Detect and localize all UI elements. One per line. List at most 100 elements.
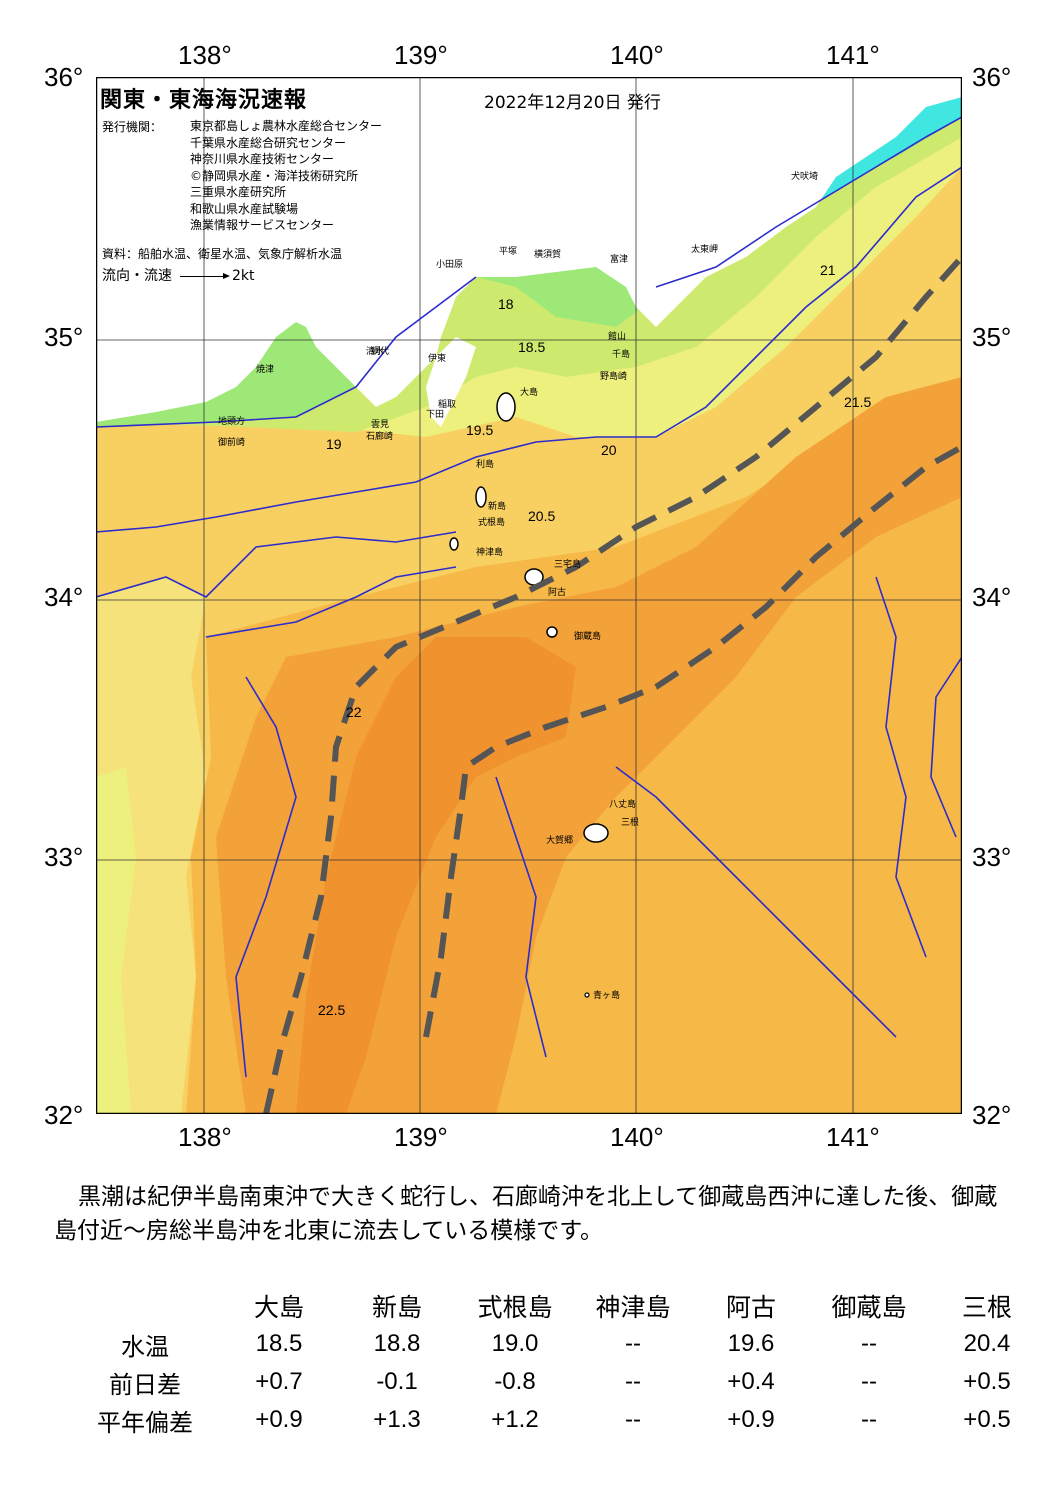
lat-label-36-right: 36° <box>972 62 1012 92</box>
place-label-toshima: 利島 <box>476 458 494 470</box>
table-cell: +1.2 <box>491 1406 539 1433</box>
place-label-mikurajima: 御蔵島 <box>574 630 601 642</box>
table-cell: -- <box>861 1368 877 1395</box>
lon-label-138-bottom: 138° <box>178 1122 232 1152</box>
island-hachijojima <box>583 823 609 843</box>
isotherm-label: 21.5 <box>844 394 871 410</box>
issuer-list: 東京都島しょ農林水産総合センター 千葉県水産総合研究センター 神奈川県水産技術セ… <box>190 118 382 234</box>
isotherm-label: 22.5 <box>318 1002 345 1018</box>
table-cell: 19.6 <box>727 1330 775 1357</box>
place-label-ito: 伊東 <box>428 352 446 364</box>
place-label-kozushima: 神津島 <box>476 546 503 558</box>
place-label-omaezaki: 御前崎 <box>218 436 245 448</box>
column-header: 阿古 <box>725 1293 776 1322</box>
map-title: 関東・東海海況速報 <box>100 88 308 113</box>
lon-label-141-top: 141° <box>826 40 880 70</box>
place-label-ajiro: 網代 <box>371 345 389 357</box>
lon-label-139-bottom: 139° <box>394 1122 448 1152</box>
place-label-yokosuka: 横須賀 <box>534 248 561 260</box>
table-cell: -- <box>625 1330 641 1357</box>
place-label-shimoda: 下田 <box>426 409 444 420</box>
place-label-aogashima: 青ヶ島 <box>593 989 620 1001</box>
lat-label-35-right: 35° <box>972 322 1012 352</box>
row-header: 平年偏差 <box>97 1408 193 1437</box>
island-mikurajima <box>546 626 558 638</box>
kuroshio-axis-main <box>263 254 962 1114</box>
table-cell: +0.4 <box>727 1368 775 1395</box>
table-corner <box>70 1287 220 1325</box>
place-label-shimizu: 清水 <box>366 345 384 357</box>
place-labels: 犬吠埼 太東岬 平塚 横須賀 富津 小田原 館山 千島 野島崎 網代 伊東 稲取… <box>218 170 818 1001</box>
issuer-heading: 発行機関： <box>102 120 163 134</box>
place-label-futtsu: 富津 <box>610 253 628 265</box>
place-label-hiratsuka: 平塚 <box>499 246 517 257</box>
current-legend: 流向・流速 2kt <box>102 265 255 285</box>
island-aogashima <box>584 992 590 998</box>
table-cell: -- <box>625 1368 641 1395</box>
table-cell: -- <box>861 1406 877 1433</box>
place-label-oshima: 大島 <box>520 386 538 398</box>
place-label-kumomi: 雲見 <box>371 419 389 430</box>
issuer-item: ©静岡県水産・海洋技術研究所 <box>190 168 359 183</box>
lon-label-141-bottom: 141° <box>826 1122 880 1152</box>
place-label-hachijojima: 八丈島 <box>609 798 636 810</box>
sea-zone-20-5-west <box>96 577 206 1114</box>
sea-zone-22-5 <box>296 637 576 1114</box>
lon-label-138-top: 138° <box>178 40 232 70</box>
sea-temperature-map: 18 18.5 19 19.5 20 20.5 21 21.5 22 22.5 … <box>96 77 962 1114</box>
place-label-okago: 大賀郷 <box>546 834 573 846</box>
place-label-ako: 阿古 <box>548 586 566 598</box>
table-row: 平年偏差 +0.9 +1.3 +1.2 -- +0.9 -- +0.5 <box>70 1401 1046 1439</box>
issue-date: 2022年12月20日 発行 <box>484 93 661 113</box>
island-temperature-table: 大島 新島 式根島 神津島 阿古 御蔵島 三根 水温 18.5 18.8 19.… <box>70 1287 1046 1439</box>
place-label-jitogata: 地頭方 <box>218 415 245 427</box>
table-cell: 18.5 <box>255 1330 303 1357</box>
place-label-inubosaki: 犬吠埼 <box>791 170 818 182</box>
place-label-shikinejima: 式根島 <box>478 516 505 528</box>
lon-label-139-top: 139° <box>394 40 448 70</box>
isotherm-label: 19 <box>326 436 342 452</box>
lon-label-140-bottom: 140° <box>610 1122 664 1152</box>
lat-label-33-left: 33° <box>44 842 84 872</box>
map-border <box>96 77 962 1114</box>
lat-label-34-left: 34° <box>44 582 84 612</box>
table-cell: -0.8 <box>494 1368 536 1395</box>
place-label-niijima: 新島 <box>488 500 506 512</box>
lat-label-32-right: 32° <box>972 1100 1012 1130</box>
lat-label-36-left: 36° <box>44 62 84 92</box>
isotherm-label: 21 <box>820 262 836 278</box>
isotherm-lines <box>96 116 962 1078</box>
lon-label-140-top: 140° <box>610 40 664 70</box>
kuroshio-axis-branch <box>423 444 962 1038</box>
table-cell: -- <box>625 1406 641 1433</box>
isotherm-label: 19.5 <box>466 422 493 438</box>
data-source: 資料：船舶水温、衛星水温、気象庁解析水温 <box>102 247 343 261</box>
place-label-nojimazaki: 野島崎 <box>600 370 627 382</box>
place-label-odawara: 小田原 <box>436 259 463 270</box>
table-cell: +0.5 <box>963 1406 1011 1433</box>
arrow-icon <box>180 272 230 279</box>
column-header: 御蔵島 <box>831 1293 907 1322</box>
place-label-inatori: 稲取 <box>438 398 456 410</box>
land-honshu <box>96 77 962 422</box>
isotherm-value-labels: 18 18.5 19 19.5 20 20.5 21 21.5 22 22.5 <box>318 262 871 1018</box>
isotherm-label: 18.5 <box>518 339 545 355</box>
place-label-mitsune: 三根 <box>621 816 639 828</box>
place-label-chikura: 千島 <box>612 348 630 360</box>
sea-zone-20-west-edge <box>96 767 136 1114</box>
place-label-taitomisaki: 太東岬 <box>691 243 718 255</box>
column-header: 大島 <box>253 1293 304 1322</box>
table-cell: -0.1 <box>376 1368 418 1395</box>
island-niijima <box>475 486 487 508</box>
table-cell: 19.0 <box>491 1330 539 1357</box>
lat-label-34-right: 34° <box>972 582 1012 612</box>
issuer-item: 和歌山県水産試験場 <box>190 201 299 216</box>
lat-label-35-left: 35° <box>44 322 84 352</box>
isotherm-label: 20.5 <box>528 508 555 524</box>
lat-label-32-left: 32° <box>44 1100 84 1130</box>
row-header: 水温 <box>121 1332 169 1361</box>
table-header-row: 大島 新島 式根島 神津島 阿古 御蔵島 三根 <box>70 1287 1046 1325</box>
place-label-yaizu: 焼津 <box>256 364 274 375</box>
table-cell: +0.9 <box>727 1406 775 1433</box>
row-header: 前日差 <box>109 1370 181 1399</box>
